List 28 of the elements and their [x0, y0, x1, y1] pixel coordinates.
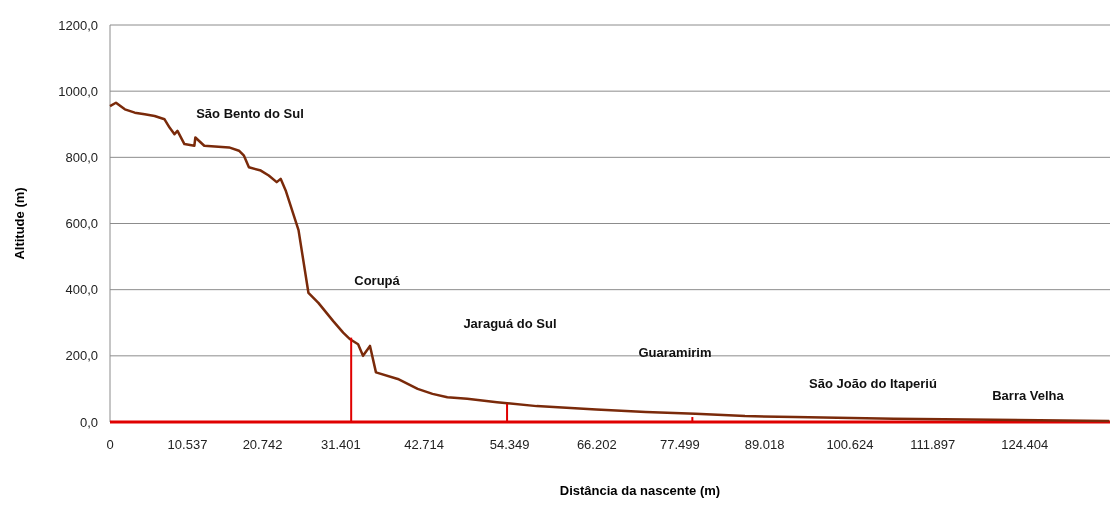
x-axis-title: Distância da nascente (m)	[559, 483, 721, 498]
y-axis-title: Altitude (m)	[12, 187, 27, 260]
y-tick-label: 800,0	[65, 149, 98, 165]
annotation: Barra Velha	[992, 387, 1065, 403]
line-series	[108, 101, 1111, 423]
x-tick-label: 66.202	[576, 436, 617, 452]
annotation: São João do Itaperiú	[809, 375, 937, 391]
annotation: São Bento do Sul	[196, 105, 304, 121]
x-tick-label: 54.349	[489, 436, 530, 452]
x-tick-label: 89.018	[744, 436, 785, 452]
annotation: Jaraguá do Sul	[463, 315, 557, 331]
y-tick-label: 400,0	[65, 282, 98, 298]
x-tick-label: 10.537	[167, 436, 208, 452]
y-tick-label: 600,0	[65, 216, 98, 232]
x-tick-label: 31.401	[321, 436, 361, 452]
x-tick-label: 0	[106, 436, 114, 452]
y-tick-label: 200,0	[65, 348, 98, 364]
x-tick-label: 20.742	[242, 436, 283, 452]
x-tick-label: 42.714	[404, 436, 444, 452]
x-tick-label: 77.499	[659, 436, 700, 452]
y-tick-label: 1000,0	[58, 83, 98, 99]
y-tick-label: 0,0	[79, 414, 98, 430]
annotation: Guaramirim	[638, 344, 712, 360]
annotation: Corupá	[354, 272, 401, 288]
y-tick-label: 1200,0	[58, 17, 98, 33]
x-tick-label: 100.624	[826, 436, 874, 452]
x-tick-label: 111.897	[910, 436, 956, 452]
x-tick-label: 124.404	[1001, 436, 1049, 452]
